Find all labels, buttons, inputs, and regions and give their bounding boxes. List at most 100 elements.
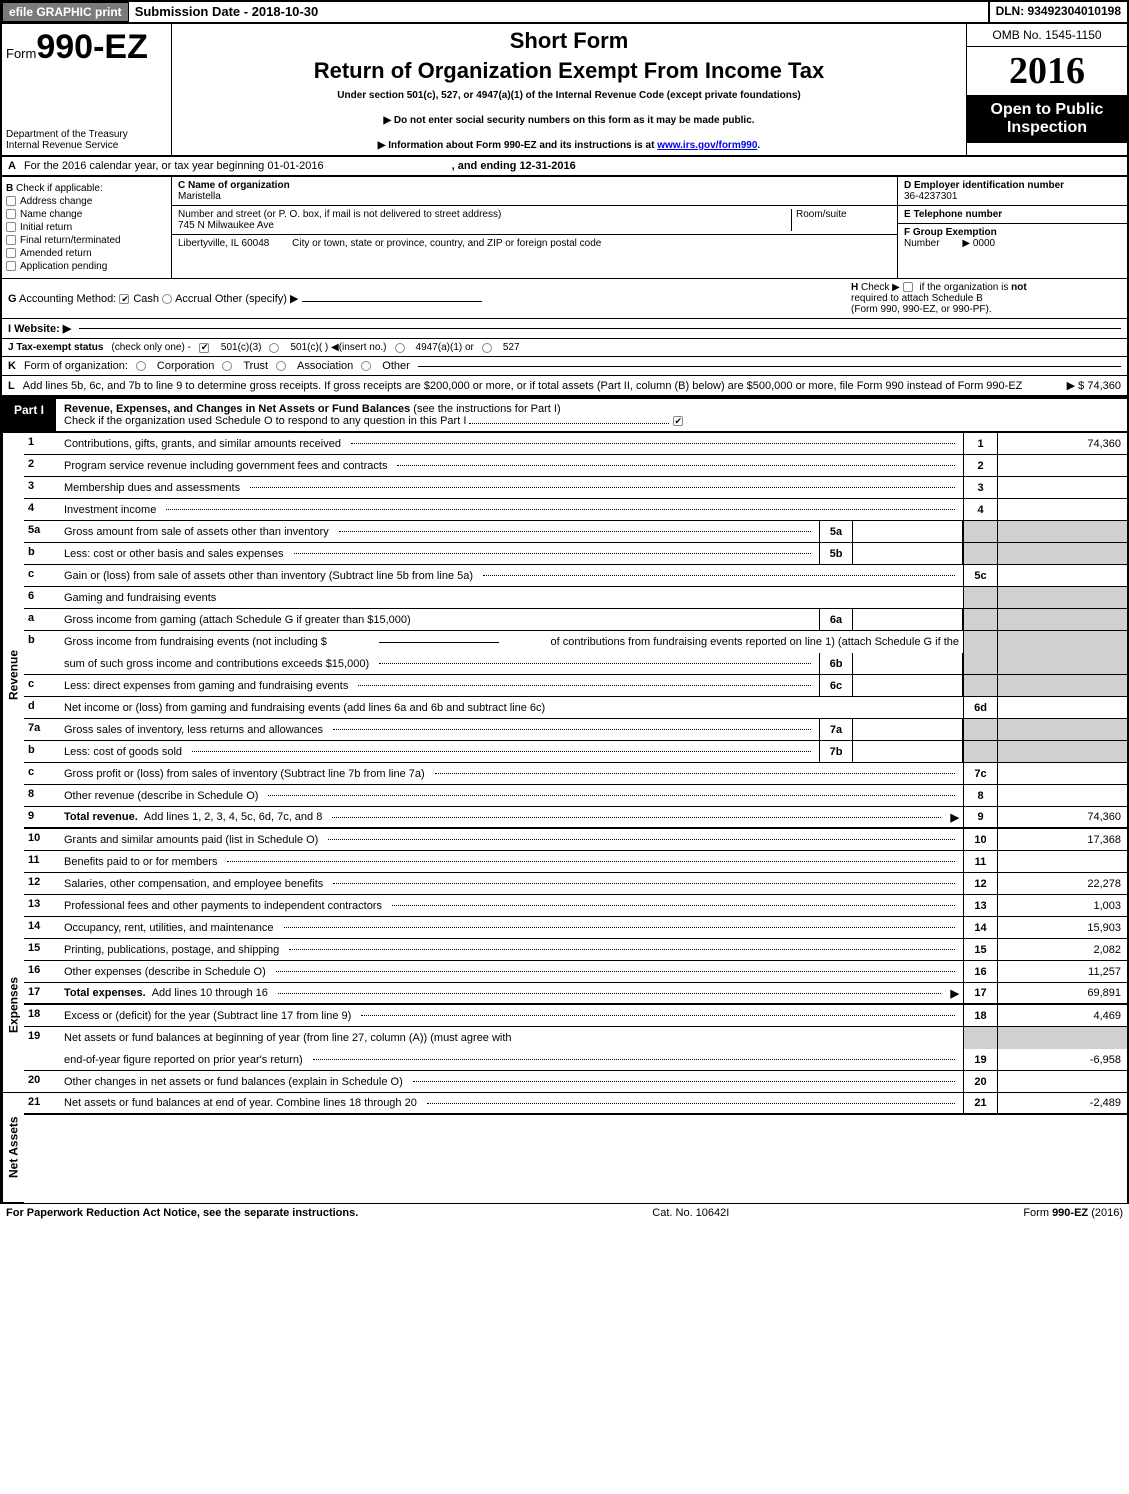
chk-name[interactable] — [6, 209, 16, 219]
chk-trust[interactable] — [222, 361, 232, 371]
arrow-icon: ▶ — [951, 811, 959, 824]
header-mid: Short Form Return of Organization Exempt… — [172, 24, 967, 155]
chk-corp[interactable] — [136, 361, 146, 371]
b-label: B — [6, 183, 13, 194]
ln-13-txt: Professional fees and other payments to … — [64, 900, 382, 912]
line-a-ending: , and ending 12-31-2016 — [452, 160, 576, 172]
chk-501c3[interactable] — [199, 343, 209, 353]
line-5c: cGain or (loss) from sale of assets othe… — [24, 565, 1127, 587]
chk-assoc[interactable] — [276, 361, 286, 371]
chk-other[interactable] — [361, 361, 371, 371]
ln-12-txt: Salaries, other compensation, and employ… — [64, 878, 323, 890]
ln-7b-txt: Less: cost of goods sold — [64, 746, 182, 758]
ln-4-n: 4 — [963, 499, 997, 520]
chk-accrual[interactable] — [162, 294, 172, 304]
ln-18-v: 4,469 — [997, 1005, 1127, 1026]
footer-right: Form 990-EZ (2016) — [1023, 1207, 1123, 1219]
line-15: 15Printing, publications, postage, and s… — [24, 939, 1127, 961]
ln-17-txt2: Add lines 10 through 16 — [152, 987, 268, 999]
j-paren: (check only one) - — [111, 342, 190, 353]
ln-20-txt: Other changes in net assets or fund bala… — [64, 1076, 403, 1088]
k-o4: Other — [382, 360, 410, 372]
i-label: I Website: ▶ — [8, 322, 71, 335]
ln-2-n: 2 — [963, 455, 997, 476]
chk-initial[interactable] — [6, 222, 16, 232]
ln-14-txt: Occupancy, rent, utilities, and maintena… — [64, 922, 274, 934]
ln-6a-sn: 6a — [819, 609, 853, 630]
line-5a: 5a Gross amount from sale of assets other… — [24, 521, 1127, 543]
g-label: G — [8, 293, 17, 305]
ln-15-n: 15 — [963, 939, 997, 960]
ln-5a-sn: 5a — [819, 521, 853, 542]
ln-1-no: 1 — [24, 433, 60, 454]
line-a: A For the 2016 calendar year, or tax yea… — [0, 157, 1129, 176]
line-k: K Form of organization: Corporation Trus… — [0, 357, 1129, 376]
line-l: L Add lines 5b, 6c, and 7b to line 9 to … — [0, 376, 1129, 397]
city-value: Libertyville, IL 60048 — [178, 238, 269, 249]
chk-h[interactable] — [903, 282, 913, 292]
ln-4-v — [997, 499, 1127, 520]
chk-amended[interactable] — [6, 248, 16, 258]
chk-pending[interactable] — [6, 261, 16, 271]
ln-13-v: 1,003 — [997, 895, 1127, 916]
chk-4947[interactable] — [395, 343, 405, 353]
part-1-header: Part I Revenue, Expenses, and Changes in… — [0, 397, 1129, 433]
ln-2-txt: Program service revenue including govern… — [64, 460, 387, 472]
line-6: 6Gaming and fundraising events — [24, 587, 1127, 609]
line-3: 3Membership dues and assessments 3 — [24, 477, 1127, 499]
chk-schedule-o[interactable] — [673, 416, 683, 426]
chk-501c[interactable] — [269, 343, 279, 353]
ln-6d-txt: Net income or (loss) from gaming and fun… — [64, 702, 545, 714]
ln-11-n: 11 — [963, 851, 997, 872]
omb-number: OMB No. 1545-1150 — [967, 24, 1127, 47]
ln-6c-txt: Less: direct expenses from gaming and fu… — [64, 680, 348, 692]
line-8: 8Other revenue (describe in Schedule O) … — [24, 785, 1127, 807]
accrual-lbl: Accrual — [175, 293, 212, 305]
b-text: Check if applicable: — [16, 183, 103, 194]
ln-3-txt: Membership dues and assessments — [64, 482, 240, 494]
ln-13-n: 13 — [963, 895, 997, 916]
ln-14-n: 14 — [963, 917, 997, 938]
j-o1: 501(c)(3) — [221, 342, 262, 353]
line-1: 1 Contributions, gifts, grants, and simi… — [24, 433, 1127, 455]
chk-final[interactable] — [6, 235, 16, 245]
ln-14-v: 15,903 — [997, 917, 1127, 938]
efile-print-link[interactable]: efile GRAPHIC print — [2, 2, 129, 22]
ln-7c-v — [997, 763, 1127, 784]
ln-6c-sn: 6c — [819, 675, 853, 696]
l-label: L — [8, 380, 15, 392]
ln-19-txt: Net assets or fund balances at beginning… — [64, 1032, 512, 1044]
block-b-mid: C Name of organization Maristella Number… — [172, 177, 897, 278]
sub2b-end: . — [757, 140, 760, 151]
d-label: D Employer identification number — [904, 180, 1064, 191]
ln-6a-txt: Gross income from gaming (attach Schedul… — [64, 614, 411, 626]
chk-name-lbl: Name change — [20, 209, 82, 220]
chk-cash[interactable] — [119, 294, 129, 304]
ln-8-v — [997, 785, 1127, 806]
ln-7b-sn: 7b — [819, 741, 853, 762]
h-text2: if the organization is — [919, 282, 1008, 293]
chk-address[interactable] — [6, 196, 16, 206]
j-label: J Tax-exempt status — [8, 342, 103, 353]
line-12: 12Salaries, other compensation, and empl… — [24, 873, 1127, 895]
chk-527[interactable] — [482, 343, 492, 353]
j-o2: 501(c)( ) ◀(insert no.) — [290, 342, 386, 353]
ln-5a-txt: Gross amount from sale of assets other t… — [64, 526, 329, 538]
d-value: 36-4237301 — [904, 191, 957, 202]
line-2: 2 Program service revenue including gover… — [24, 455, 1127, 477]
ln-21-v: -2,489 — [997, 1093, 1127, 1113]
dept-line1: Department of the Treasury — [6, 129, 167, 140]
ln-5c-n: 5c — [963, 565, 997, 586]
sub2b-pre: ▶ Information about Form 990-EZ and its … — [378, 140, 657, 151]
ln-6b1-txt2: of contributions from fundraising events… — [551, 636, 959, 648]
line-6c: cLess: direct expenses from gaming and f… — [24, 675, 1127, 697]
ln-12-v: 22,278 — [997, 873, 1127, 894]
open-line1: Open to Public — [971, 101, 1123, 119]
block-b-right: D Employer identification number 36-4237… — [897, 177, 1127, 278]
ln-5b-txt: Less: cost or other basis and sales expe… — [64, 548, 284, 560]
line-6b2: sum of such gross income and contributio… — [24, 653, 1127, 675]
irs-link[interactable]: www.irs.gov/form990 — [657, 140, 757, 151]
line-19a: 19Net assets or fund balances at beginni… — [24, 1027, 1127, 1049]
ln-7a-txt: Gross sales of inventory, less returns a… — [64, 724, 323, 736]
h-text4: (Form 990, 990-EZ, or 990-PF). — [851, 304, 992, 315]
